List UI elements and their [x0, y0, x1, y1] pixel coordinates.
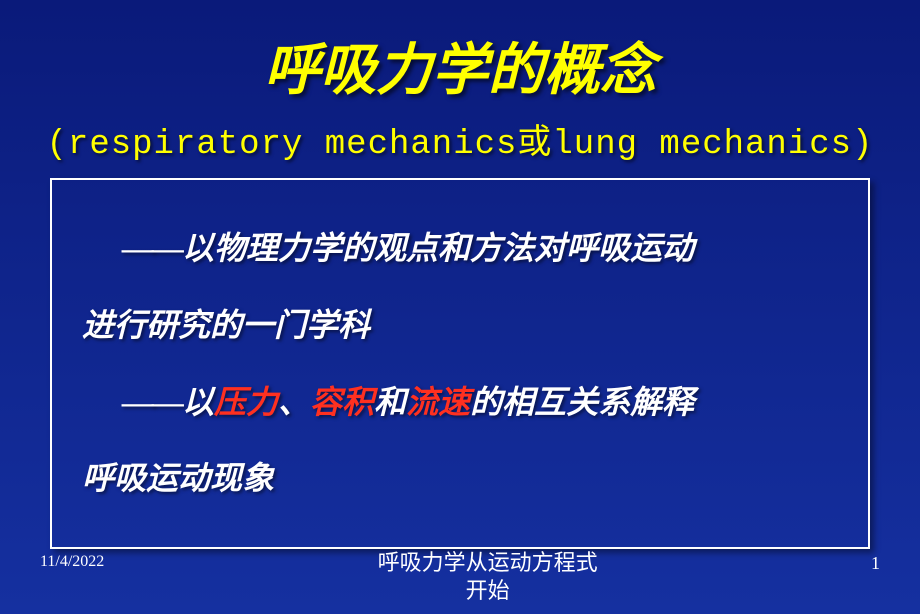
- body-line-2b: 呼吸运动现象: [82, 440, 838, 517]
- footer-center-line1: 呼吸力学从运动方程式: [104, 549, 871, 578]
- slide: 呼吸力学的概念 (respiratory mechanics或lung mech…: [0, 0, 920, 614]
- text-1a: 以物理力学的观点和方法对呼吸运动: [182, 230, 694, 266]
- highlight-volume: 容积: [310, 384, 374, 420]
- body-line-2a: ——以压力、容积和流速的相互关系解释: [82, 364, 838, 441]
- body-line-1b: 进行研究的一门学科: [82, 287, 838, 364]
- dash-1: ——: [122, 230, 182, 266]
- text-2-pre: 以: [182, 384, 214, 420]
- text-2-mid: 和: [374, 384, 406, 420]
- highlight-pressure: 压力: [214, 384, 278, 420]
- content-box: ——以物理力学的观点和方法对呼吸运动 进行研究的一门学科 ——以压力、容积和流速…: [50, 178, 870, 549]
- dash-2: ——: [122, 384, 182, 420]
- footer: 11/4/2022 呼吸力学从运动方程式 开始 1: [0, 549, 920, 606]
- text-2-post: 的相互关系解释: [470, 384, 694, 420]
- highlight-flow: 流速: [406, 384, 470, 420]
- footer-center: 呼吸力学从运动方程式 开始: [104, 549, 871, 606]
- text-2-sep1: 、: [278, 384, 310, 420]
- slide-subtitle: (respiratory mechanics或lung mechanics): [30, 114, 890, 164]
- footer-center-line2: 开始: [104, 577, 871, 606]
- body-line-1a: ——以物理力学的观点和方法对呼吸运动: [82, 210, 838, 287]
- footer-page: 1: [871, 549, 880, 574]
- slide-title: 呼吸力学的概念: [30, 25, 890, 106]
- footer-date: 11/4/2022: [40, 549, 104, 571]
